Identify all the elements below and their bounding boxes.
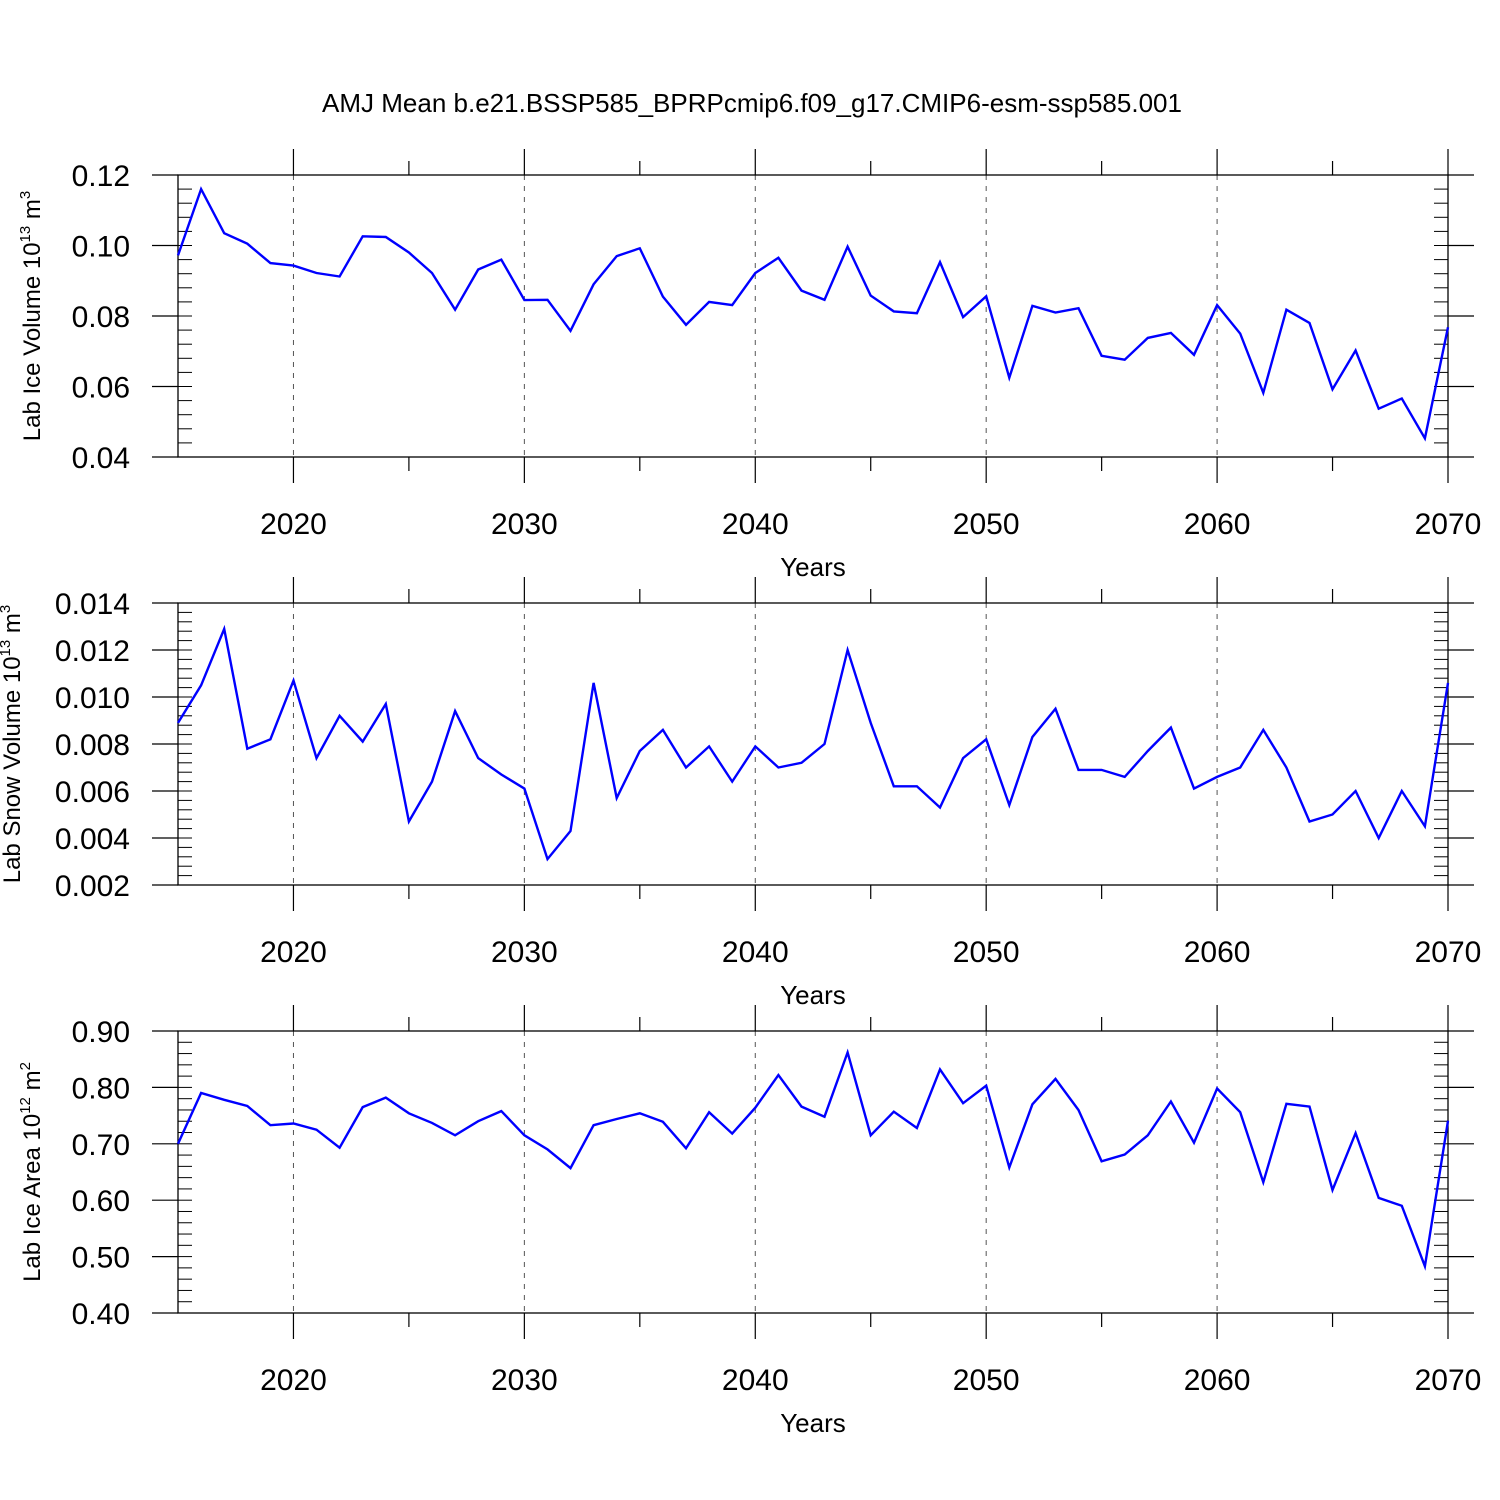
y-tick-label: 0.014	[55, 588, 130, 621]
chart-title: AMJ Mean b.e21.BSSP585_BPRPcmip6.f09_g17…	[322, 88, 1182, 118]
x-tick-label: 2040	[722, 1364, 789, 1397]
x-tick-label: 2050	[953, 936, 1020, 969]
x-tick-label: 2060	[1184, 936, 1251, 969]
y-tick-label: 0.04	[72, 442, 130, 475]
x-tick-label: 2070	[1415, 1364, 1482, 1397]
panel-lab-ice-volume: Years Lab Ice Volume 1013 m3 2020 2030 204…	[17, 149, 1481, 582]
x-tick-label: 2020	[260, 508, 327, 541]
panel-lab-ice-area: Years Lab Ice Area 1012 m2 2020 2030 2040 2…	[17, 1005, 1481, 1438]
x-tick-label: 2020	[260, 1364, 327, 1397]
y-axis-label-unit-exponent: 3	[0, 605, 14, 613]
y-tick-label: 0.80	[72, 1072, 130, 1105]
x-tick-label: 2060	[1184, 1364, 1251, 1397]
x-tick-label: 2040	[722, 508, 789, 541]
x-tick-label: 2020	[260, 936, 327, 969]
series-line	[176, 186, 1450, 442]
y-tick-label: 0.50	[72, 1242, 130, 1275]
series-line	[176, 624, 1450, 862]
y-axis-label-exponent: 12	[17, 1097, 34, 1114]
x-tick-label: 2050	[953, 1364, 1020, 1397]
y-tick-label: 0.002	[55, 870, 130, 903]
y-tick-label: 0.004	[55, 823, 130, 856]
x-axis-label: Years	[780, 980, 846, 1010]
y-axis-label-exponent: 13	[17, 226, 34, 243]
plot-frame	[177, 1030, 1449, 1314]
y-tick-label: 0.60	[72, 1185, 130, 1218]
y-axis-label: Lab Ice Volume 1013 m3	[17, 191, 46, 442]
x-tick-label: 2040	[722, 936, 789, 969]
y-axis-label-unit: m	[0, 613, 26, 640]
y-tick-label: 0.70	[72, 1129, 130, 1162]
y-axis-label-text: Lab Ice Volume 10	[19, 242, 46, 441]
x-axis-label: Years	[780, 1408, 846, 1438]
panel-lab-snow-volume: Years Lab Snow Volume 1013 m3 2020 2030 20…	[0, 577, 1481, 1010]
y-axis-label-text: Lab Snow Volume 10	[0, 656, 26, 883]
series-line	[176, 1048, 1450, 1271]
x-tick-label: 2060	[1184, 508, 1251, 541]
y-axis-label-text: Lab Ice Area 10	[19, 1114, 46, 1282]
plot-frame	[177, 174, 1449, 458]
y-tick-label: 0.012	[55, 635, 130, 668]
y-axis-label-unit: m	[19, 199, 46, 226]
y-tick-label: 0.008	[55, 729, 130, 762]
y-tick-label: 0.40	[72, 1298, 130, 1331]
y-axis-label-exponent: 13	[0, 640, 14, 657]
y-axis-label-unit: m	[19, 1070, 46, 1097]
x-tick-label: 2030	[491, 1364, 558, 1397]
y-tick-label: 0.006	[55, 776, 130, 809]
y-tick-label: 0.010	[55, 682, 130, 715]
plot-frame	[177, 602, 1449, 886]
x-tick-label: 2050	[953, 508, 1020, 541]
y-axis-label: Lab Ice Area 1012 m2	[17, 1062, 46, 1282]
y-tick-label: 0.06	[72, 372, 130, 405]
y-axis-label-unit-exponent: 2	[17, 1062, 34, 1070]
y-tick-label: 0.12	[72, 160, 130, 193]
y-tick-label: 0.90	[72, 1016, 130, 1049]
y-axis-label-unit-exponent: 3	[17, 191, 34, 199]
y-axis-label: Lab Snow Volume 1013 m3	[0, 605, 26, 884]
y-tick-label: 0.10	[72, 231, 130, 264]
x-axis-label: Years	[780, 552, 846, 582]
x-tick-label: 2030	[491, 936, 558, 969]
x-tick-label: 2030	[491, 508, 558, 541]
y-tick-label: 0.08	[72, 301, 130, 334]
x-tick-label: 2070	[1415, 508, 1482, 541]
x-tick-label: 2070	[1415, 936, 1482, 969]
